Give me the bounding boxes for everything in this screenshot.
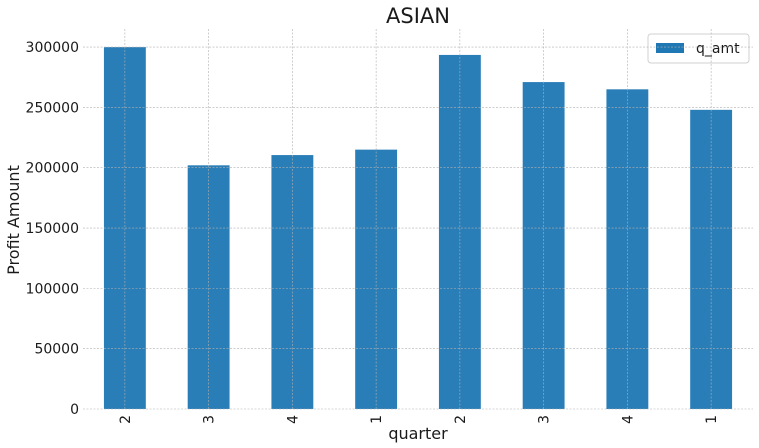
y-tick-label: 50000 [34,342,79,358]
x-tick-label: 1 [369,415,385,424]
y-tick-label: 150000 [26,221,79,237]
legend: q_amt [647,33,750,64]
x-tick-label: 3 [537,415,553,424]
y-tick-label: 0 [70,402,79,418]
x-tick-label: 3 [202,415,218,424]
legend-swatch [656,43,684,53]
grid-lines [83,29,753,410]
y-tick-label: 200000 [26,161,79,177]
legend-frame [647,33,750,64]
bar [690,109,733,410]
y-tick-label: 250000 [26,100,79,116]
x-axis-ticks: 2 3 4 1 2 3 4 1 [118,415,720,424]
y-tick-label: 300000 [26,40,79,56]
x-tick-label: 4 [285,415,301,424]
y-axis-label: Profit Amount [4,165,23,275]
x-tick-label: 2 [118,415,134,424]
y-axis-ticks: 0 50000 100000 150000 200000 250000 300000 [26,40,79,418]
x-axis-label: quarter [388,424,448,443]
y-tick-label: 100000 [26,281,79,297]
legend-label: q_amt [696,41,740,57]
x-tick-label: 2 [453,415,469,424]
bar [606,89,649,410]
x-tick-label: 4 [620,415,636,424]
x-tick-label: 1 [704,415,720,424]
chart-title: ASIAN [386,4,450,28]
